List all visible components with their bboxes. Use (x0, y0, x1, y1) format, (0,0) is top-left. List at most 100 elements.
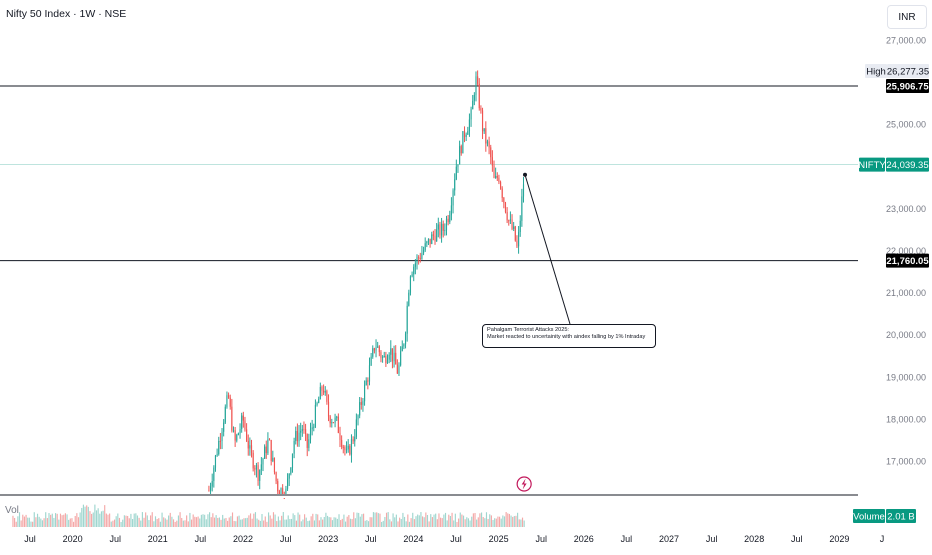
volume-bar (118, 517, 121, 527)
candle-body (242, 415, 244, 421)
volume-bar (405, 521, 407, 527)
volume-bar (430, 514, 432, 527)
candle-body (211, 481, 213, 487)
volume-bar (467, 518, 470, 527)
candle-body (495, 175, 497, 178)
annotation-callout[interactable]: Pahalgam Terrorist Attacks 2025: Market … (482, 324, 656, 348)
y-tick-label: 19,000.00 (886, 372, 926, 382)
candle-body (244, 420, 246, 430)
volume-bar (517, 512, 519, 527)
candle-body (272, 457, 274, 461)
volume-bar (387, 512, 389, 527)
volume-bar (36, 513, 39, 527)
volume-bar (141, 512, 143, 527)
volume-bar (474, 512, 476, 527)
candle-body (455, 166, 457, 180)
volume-bar (246, 517, 248, 527)
volume-bar (485, 512, 488, 527)
candle-body (296, 431, 298, 442)
volume-bar (294, 515, 296, 527)
volume-bar (195, 517, 198, 527)
volume-bar (415, 516, 417, 527)
candle-body (452, 190, 454, 206)
candle-body (275, 472, 277, 482)
candle-body (372, 348, 374, 357)
volume-bar (482, 517, 484, 527)
volume-bar (35, 517, 37, 527)
volume-bar (323, 517, 325, 527)
candle-body (332, 422, 335, 424)
volume-bar (436, 519, 438, 527)
candle-body (395, 352, 397, 365)
candle-body (305, 429, 307, 435)
candle-body (326, 391, 328, 402)
candle-body (511, 219, 513, 229)
candle-body (354, 436, 356, 442)
volume-bar (222, 514, 224, 527)
volume-bar (161, 512, 163, 527)
candle-body (259, 470, 261, 481)
volume-bar (169, 512, 171, 527)
candle-body (216, 454, 218, 456)
volume-bar (18, 512, 21, 527)
volume-bar (204, 514, 206, 527)
candle-body (232, 430, 235, 432)
candle-body (485, 128, 487, 144)
volume-bar (403, 516, 406, 527)
volume-bar (202, 514, 204, 527)
volume-bar (420, 512, 422, 527)
volume-bar (217, 517, 219, 527)
candle-body (504, 202, 507, 213)
candle-body (460, 146, 462, 154)
candle-body (522, 184, 525, 197)
volume-bar (51, 513, 53, 527)
volume-bar (194, 516, 196, 527)
volume-bar (241, 519, 243, 527)
volume-bar (507, 513, 509, 527)
volume-bar (286, 519, 288, 527)
candle-body (321, 386, 323, 391)
candle-body (228, 395, 230, 398)
candle-body (403, 344, 405, 347)
candle-body (368, 365, 371, 382)
candle-body (214, 455, 217, 468)
candle-body (385, 355, 387, 364)
candle-body (406, 305, 408, 334)
volume-bar (389, 519, 391, 527)
candle-body (431, 234, 433, 244)
candle-body (208, 490, 210, 492)
volume-bar (267, 512, 270, 527)
volume-bar (313, 520, 316, 527)
volume-bar (518, 519, 520, 527)
candle-body (257, 465, 259, 481)
volume-bar (192, 514, 194, 527)
volume-bar (158, 518, 160, 527)
volume-bar (366, 520, 368, 527)
volume-bar (336, 518, 338, 527)
volume-bar (413, 519, 415, 527)
high-value-bg (887, 64, 929, 78)
volume-bar (32, 521, 34, 527)
volume-bar (453, 520, 455, 527)
volume-bar (456, 521, 458, 527)
candle-body (337, 416, 339, 433)
candle-body (341, 439, 343, 447)
volume-bar (505, 512, 507, 527)
volume-bar (490, 515, 492, 527)
volume-bar (354, 518, 356, 527)
volume-bar (358, 512, 360, 527)
volume-bar (297, 512, 299, 527)
volume-bar (223, 518, 225, 527)
currency-button[interactable]: INR (887, 5, 927, 29)
volume-bar (146, 515, 148, 527)
volume-bar (310, 516, 312, 527)
candle-body (432, 234, 434, 236)
volume-bar (299, 514, 301, 527)
candle-body (350, 439, 353, 455)
volume-bar (209, 512, 211, 527)
volume-value-label: 2.01 B (887, 512, 914, 523)
candle-body (355, 419, 357, 437)
candle-body (422, 250, 425, 254)
